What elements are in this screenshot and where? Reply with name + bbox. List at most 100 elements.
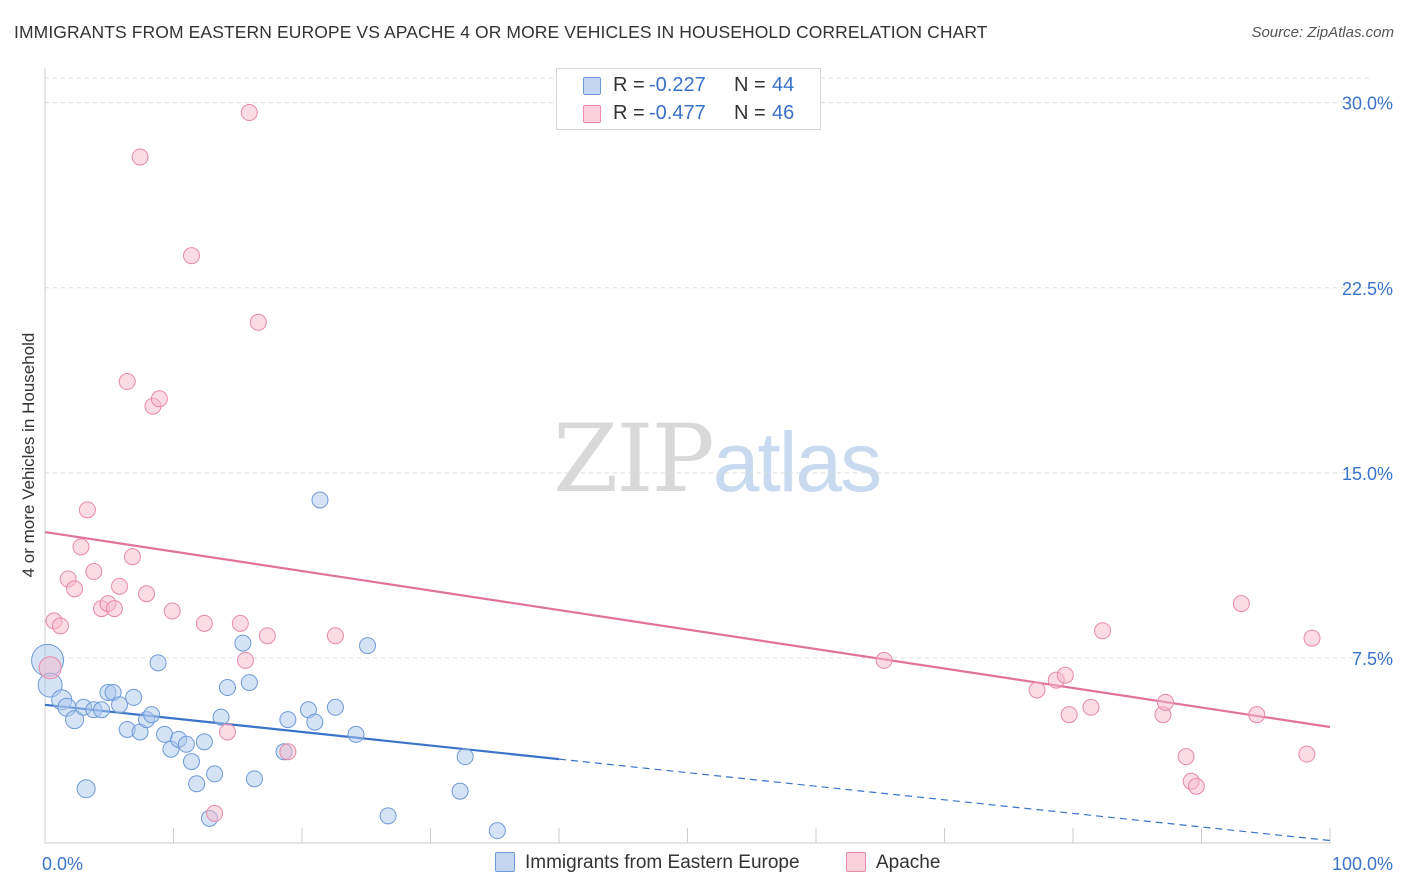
legend-n-label: N =: [734, 74, 766, 96]
legend-n-label: N =: [734, 102, 766, 124]
legend-n-value: 44: [772, 74, 795, 96]
point-apache: [150, 390, 168, 408]
point-immigrants: [279, 711, 297, 729]
point-apache: [231, 614, 249, 632]
point-apache: [51, 617, 69, 635]
point-apache: [72, 538, 90, 556]
point-immigrants: [206, 765, 224, 783]
point-immigrants: [177, 735, 195, 753]
point-apache: [78, 501, 96, 519]
point-apache: [1060, 706, 1078, 724]
watermark-atlas: atlas: [712, 415, 882, 509]
tick-labels: 7.5% 15.0% 22.5% 30.0% 0.0% 100.0% 4 or more V…: [19, 94, 1393, 874]
legend-row-apache: R = -0.477 N = 46: [557, 100, 820, 128]
legend-r-value: -0.227: [649, 74, 706, 96]
point-apache: [111, 577, 129, 595]
point-apache: [279, 743, 297, 761]
y-tick-label: 22.5%: [1342, 279, 1393, 299]
point-immigrants: [326, 698, 344, 716]
y-tick-label: 30.0%: [1342, 94, 1393, 114]
point-apache: [105, 600, 123, 618]
point-immigrants: [234, 634, 252, 652]
point-apache: [123, 548, 141, 566]
data-points: [31, 104, 1321, 840]
legend-n-value: 46: [772, 102, 795, 124]
point-immigrants: [93, 701, 111, 719]
y-tick-label: 7.5%: [1352, 649, 1393, 669]
legend-item-apache: Apache: [846, 852, 940, 874]
axes: [44, 68, 1331, 844]
point-apache: [258, 627, 276, 645]
chart-title: IMMIGRANTS FROM EASTERN EUROPE VS APACHE…: [14, 22, 988, 42]
point-apache: [326, 627, 344, 645]
legend-swatch-immigrants: [583, 77, 601, 95]
point-immigrants: [65, 710, 85, 730]
trend-immigrants-dashed: [558, 758, 1331, 842]
point-immigrants: [111, 696, 129, 714]
legend-label-apache: Apache: [876, 852, 941, 873]
point-immigrants: [195, 733, 213, 751]
point-immigrants: [188, 775, 206, 793]
legend-swatch-apache: [846, 852, 866, 872]
source-label: Source: ZipAtlas.com: [1251, 24, 1394, 41]
point-apache: [875, 651, 893, 669]
series-legend: Immigrants from Eastern Europe Apache: [0, 852, 1406, 878]
point-apache: [195, 614, 213, 632]
legend-r-label: R =: [613, 74, 645, 96]
legend-row-immigrants: R = -0.227 N = 44: [557, 72, 820, 100]
legend-r-value: -0.477: [649, 102, 706, 124]
point-apache: [1248, 706, 1266, 724]
point-apache: [1094, 622, 1112, 640]
point-immigrants: [451, 782, 469, 800]
point-apache: [236, 651, 254, 669]
x-tick-label: 100.0%: [1332, 854, 1393, 874]
point-apache: [218, 723, 236, 741]
legend-swatch-apache: [583, 105, 601, 123]
point-immigrants: [347, 725, 365, 743]
point-apache: [85, 563, 103, 581]
point-immigrants: [311, 491, 329, 509]
point-apache: [1298, 745, 1316, 763]
point-apache: [1028, 681, 1046, 699]
point-immigrants: [240, 674, 258, 692]
point-apache: [131, 148, 149, 166]
point-apache: [249, 313, 267, 331]
trend-lines: [44, 530, 1331, 842]
point-immigrants: [125, 688, 143, 706]
point-immigrants: [182, 753, 200, 771]
legend-swatch-immigrants: [495, 852, 515, 872]
y-tick-label: 15.0%: [1342, 464, 1393, 484]
point-immigrants: [488, 822, 506, 840]
point-apache: [66, 580, 84, 598]
point-apache: [240, 104, 258, 122]
point-immigrants: [456, 748, 474, 766]
point-apache: [1082, 698, 1100, 716]
point-immigrants: [218, 679, 236, 697]
point-apache: [38, 656, 62, 680]
correlation-legend: R = -0.227 N = 44 R = -0.477 N = 46: [556, 68, 821, 130]
point-apache: [118, 373, 136, 391]
point-immigrants: [143, 706, 161, 724]
point-immigrants: [156, 725, 174, 743]
point-immigrants: [306, 713, 324, 731]
point-immigrants: [245, 770, 263, 788]
trend-apache: [44, 530, 1331, 729]
trend-immigrants-solid: [44, 703, 560, 761]
point-apache: [1303, 629, 1321, 647]
point-immigrants: [149, 654, 167, 672]
point-apache: [182, 247, 200, 265]
x-tick-label: 0.0%: [42, 854, 83, 874]
point-apache: [1187, 777, 1205, 795]
point-apache: [1177, 748, 1195, 766]
point-immigrants: [212, 708, 230, 726]
point-apache: [1056, 666, 1074, 684]
legend-label-immigrants: Immigrants from Eastern Europe: [525, 852, 800, 873]
point-apache: [163, 602, 181, 620]
y-axis-title: 4 or more Vehicles in Household: [19, 333, 38, 578]
legend-item-immigrants: Immigrants from Eastern Europe: [495, 852, 800, 874]
point-immigrants: [359, 637, 377, 655]
point-apache: [1232, 595, 1250, 613]
watermark-zip: ZIP: [553, 405, 715, 514]
legend-r-label: R =: [613, 102, 645, 124]
point-immigrants: [76, 779, 96, 799]
